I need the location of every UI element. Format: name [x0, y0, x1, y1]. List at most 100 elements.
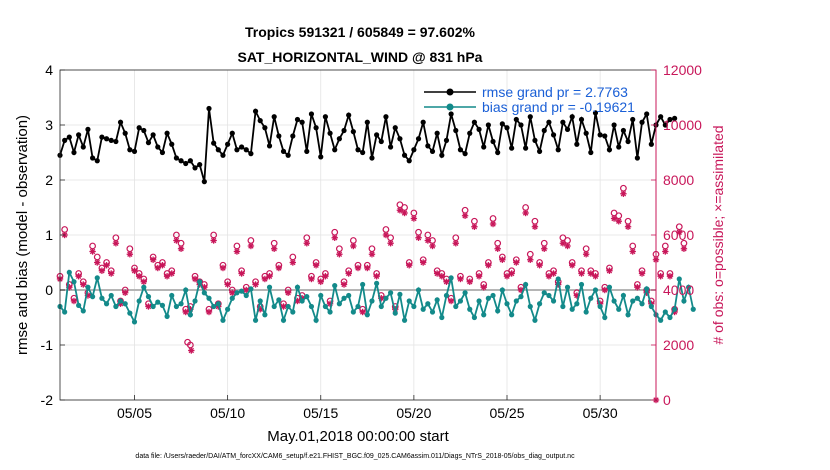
obs-assimilated-marker [368, 251, 376, 258]
rmse-point [448, 111, 454, 117]
rmse-point [471, 119, 478, 125]
bias-point [644, 286, 650, 292]
rmse-point [536, 148, 543, 154]
bias-point [485, 295, 491, 301]
bias-point [103, 301, 110, 307]
rmse-point [145, 140, 152, 146]
bias-point [588, 295, 594, 301]
bias-point [676, 276, 682, 282]
obs-assimilated-marker [471, 223, 478, 230]
bias-point [285, 303, 291, 310]
obs-assimilated-marker [401, 209, 408, 217]
bias-point [541, 290, 547, 296]
obs-possible-marker [494, 239, 502, 247]
obs-assimilated-marker [252, 281, 259, 288]
rmse-point [588, 149, 594, 156]
rmse-point [122, 130, 128, 136]
bias-point [536, 301, 543, 307]
obs-assimilated-marker [177, 245, 185, 252]
rmse-point [504, 125, 510, 131]
axes-ticks: 05/05 05/10 05/15 05/20 05/25 05/30-2-1012340… [41, 62, 703, 421]
rmse-point [252, 108, 259, 114]
rmse-point [113, 138, 119, 145]
legend-marker-rmse [446, 88, 454, 96]
bias-point [685, 284, 692, 290]
bias-point [443, 292, 450, 299]
obs-assimilated-marker [443, 278, 450, 285]
rmse-point [634, 155, 640, 161]
rmse-point [322, 114, 329, 120]
obs-assimilated-marker [662, 248, 669, 255]
obs-assimilated-marker [238, 270, 245, 277]
obs-possible-marker [461, 206, 469, 214]
bias-point [276, 297, 282, 303]
rmse-point [238, 144, 245, 150]
bias-point [504, 301, 510, 307]
bias-point [439, 314, 445, 321]
obs-assimilated-marker [419, 259, 427, 266]
bias-point [457, 298, 464, 304]
rmse-point [117, 119, 124, 125]
bias-point [266, 284, 273, 290]
rmse-point [294, 116, 301, 123]
obs-assimilated-marker [457, 275, 464, 283]
obs-possible-marker [526, 250, 534, 258]
bias-point [341, 295, 347, 301]
rmse-point [280, 148, 287, 154]
bias-point [411, 303, 417, 310]
obs-assimilated-marker [243, 286, 250, 294]
rmse-point [290, 133, 296, 139]
bias-point [509, 312, 515, 318]
x-tick-label: 05/15 [303, 405, 338, 421]
bias-point [560, 303, 566, 310]
obs-assimilated-marker [461, 212, 469, 219]
rmse-point [392, 125, 398, 131]
bias-point [620, 292, 627, 299]
bias-point [187, 312, 193, 318]
obs-possible-marker [89, 242, 96, 250]
obs-possible-marker [335, 245, 343, 253]
obs-assimilated-marker [494, 245, 501, 252]
rmse-point [99, 134, 105, 140]
obs-possible-marker [247, 237, 255, 244]
rmse-point [220, 152, 226, 158]
obs-assimilated-marker [75, 273, 82, 280]
bias-point [532, 317, 538, 323]
y-right-tick-label: 10000 [663, 117, 702, 133]
obs-assimilated-marker [289, 259, 297, 266]
obs-assimilated-marker [317, 278, 324, 285]
rmse-point [453, 127, 459, 134]
obs-assimilated-marker [270, 245, 278, 252]
rmse-point [89, 155, 96, 161]
obs-assimilated-marker [610, 215, 618, 222]
rmse-point [499, 121, 505, 127]
bias-point [662, 309, 668, 315]
bias-point [415, 287, 422, 293]
obs-assimilated-marker [340, 281, 348, 288]
rmse-point [415, 136, 422, 142]
rmse-point [420, 119, 426, 125]
bias-point [481, 312, 487, 318]
bias-point [434, 297, 440, 303]
bias-point [252, 317, 259, 323]
obs-assimilated-marker [131, 267, 138, 274]
obs-assimilated-marker [615, 218, 622, 225]
obs-assimilated-marker [345, 270, 352, 277]
obs-possible-marker [522, 204, 530, 211]
bias-point [406, 298, 412, 304]
rmse-point [355, 147, 361, 153]
rmse-point [136, 125, 142, 131]
bias-point [318, 292, 324, 299]
obs-possible-marker [471, 217, 478, 225]
bias-point [364, 312, 370, 318]
bias-point [220, 317, 226, 323]
obs-possible-marker [531, 217, 539, 225]
bias-point [94, 275, 100, 281]
y-tick-label: 3 [45, 117, 53, 133]
obs-assimilated-marker [578, 270, 585, 277]
bias-point [262, 312, 268, 318]
obs-assimilated-marker [89, 248, 96, 255]
bias-point [336, 301, 342, 307]
bias-point [429, 309, 436, 315]
legend-label-bias: bias grand pr = -0.19621 [482, 99, 635, 115]
